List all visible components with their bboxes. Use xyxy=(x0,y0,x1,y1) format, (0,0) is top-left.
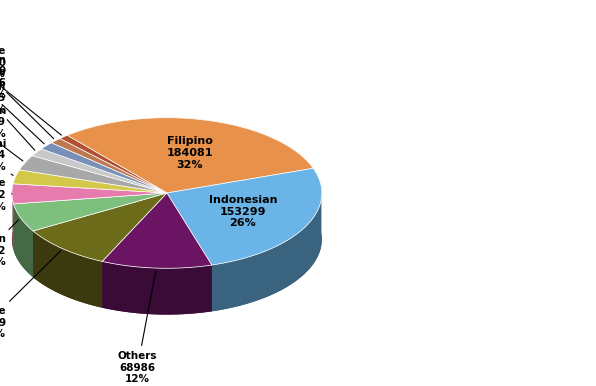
Polygon shape xyxy=(167,168,322,265)
Text: Indian
36462
6%: Indian 36462 6% xyxy=(0,220,18,267)
Text: Pakistani
18094
3%: Pakistani 18094 3% xyxy=(0,139,13,175)
Polygon shape xyxy=(102,261,212,315)
Polygon shape xyxy=(67,118,313,193)
Polygon shape xyxy=(33,231,102,308)
Polygon shape xyxy=(102,261,212,315)
Polygon shape xyxy=(12,186,14,250)
Polygon shape xyxy=(32,149,167,193)
Polygon shape xyxy=(32,149,167,193)
Polygon shape xyxy=(20,156,167,193)
Polygon shape xyxy=(13,170,167,193)
Polygon shape xyxy=(51,139,167,193)
Text: Nepalese
25472
4%: Nepalese 25472 4% xyxy=(0,178,12,212)
Text: Others
68986
12%: Others 68986 12% xyxy=(117,271,157,384)
Polygon shape xyxy=(60,135,167,193)
Polygon shape xyxy=(12,184,167,204)
Polygon shape xyxy=(33,193,167,261)
Text: Thai
10215
2%: Thai 10215 2% xyxy=(0,81,35,150)
Polygon shape xyxy=(41,143,167,193)
Polygon shape xyxy=(12,186,14,250)
Polygon shape xyxy=(102,193,212,268)
Text: Vietnamese
6000
1%: Vietnamese 6000 1% xyxy=(0,46,61,135)
Polygon shape xyxy=(14,204,33,277)
Polygon shape xyxy=(41,143,167,193)
Polygon shape xyxy=(14,204,33,277)
Polygon shape xyxy=(212,186,322,312)
Polygon shape xyxy=(51,139,167,193)
Polygon shape xyxy=(13,170,167,193)
Text: Japanese
9976
2%: Japanese 9976 2% xyxy=(0,66,44,144)
Text: Indonesian
153299
26%: Indonesian 153299 26% xyxy=(209,195,277,229)
Polygon shape xyxy=(14,193,167,231)
Polygon shape xyxy=(212,186,322,312)
Text: Other Asian
19589
3%: Other Asian 19589 3% xyxy=(0,106,23,161)
Text: Filipino
184081
32%: Filipino 184081 32% xyxy=(166,137,213,170)
Polygon shape xyxy=(60,135,167,193)
Polygon shape xyxy=(102,193,212,268)
Polygon shape xyxy=(33,231,102,308)
Text: White
58209
10%: White 58209 10% xyxy=(0,251,61,339)
Polygon shape xyxy=(167,168,322,265)
Polygon shape xyxy=(12,184,167,204)
Polygon shape xyxy=(33,193,167,261)
Polygon shape xyxy=(20,156,167,193)
Polygon shape xyxy=(67,118,313,193)
Polygon shape xyxy=(14,193,167,231)
Text: Korean
7500
1%: Korean 7500 1% xyxy=(0,54,54,139)
